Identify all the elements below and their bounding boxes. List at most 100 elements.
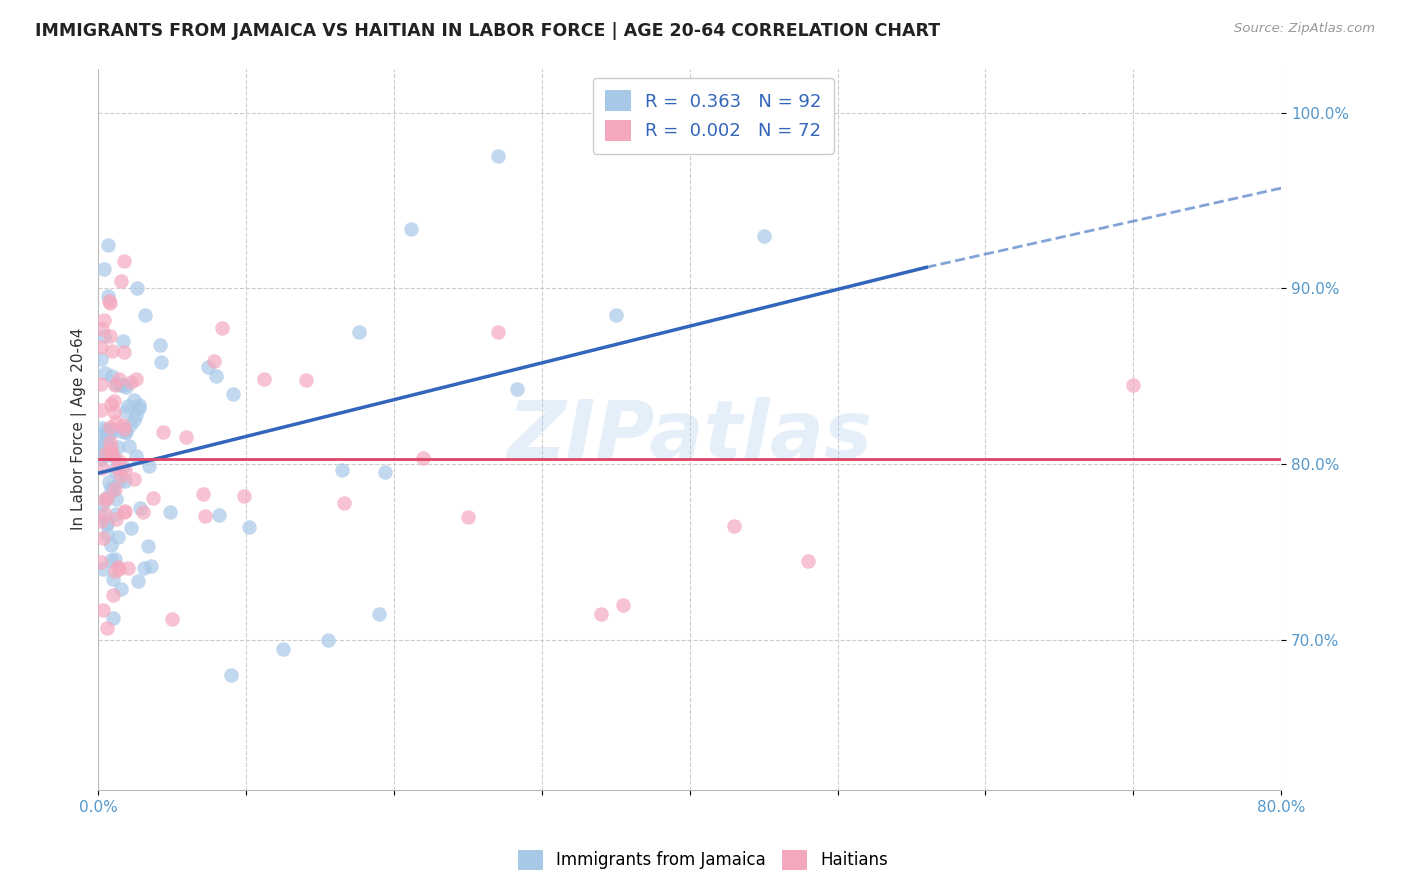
Point: [96, 526, 118, 541]
Point: [112, 378, 135, 392]
Point: [108, 562, 131, 576]
Point: [103, 394, 125, 409]
Point: [110, 582, 132, 597]
Point: [97, 293, 120, 308]
Point: [112, 505, 135, 519]
Point: [105, 461, 128, 475]
Point: [93, 441, 115, 455]
Point: [139, 558, 162, 573]
Point: [110, 274, 132, 288]
Point: [252, 372, 274, 386]
Point: [295, 374, 318, 388]
Point: [100, 447, 122, 461]
Point: [90, 441, 112, 455]
Point: [205, 369, 228, 384]
Point: [93, 366, 115, 380]
Point: [120, 521, 142, 535]
Point: [96, 433, 118, 447]
Point: [93, 329, 115, 343]
Point: [174, 430, 197, 444]
Point: [127, 574, 149, 588]
Point: [97, 238, 120, 252]
Point: [112, 253, 135, 268]
Point: [114, 504, 136, 518]
Point: [104, 378, 127, 392]
Point: [90, 555, 112, 569]
Point: [104, 512, 127, 526]
Point: [112, 334, 135, 348]
Point: [93, 312, 115, 326]
Point: [108, 424, 131, 438]
Point: [91, 322, 114, 336]
Point: [93, 493, 115, 508]
Point: [100, 422, 122, 436]
Point: [91, 498, 114, 512]
Point: [114, 463, 136, 477]
Point: [125, 408, 148, 422]
Point: [124, 413, 146, 427]
Point: [129, 501, 152, 516]
Point: [589, 607, 612, 621]
Point: [506, 383, 529, 397]
Point: [107, 454, 129, 468]
Point: [100, 425, 122, 440]
Point: [233, 489, 256, 503]
Point: [125, 449, 148, 463]
Point: [100, 553, 122, 567]
Point: [115, 380, 138, 394]
Point: [93, 531, 115, 545]
Point: [103, 450, 125, 464]
Point: [101, 588, 124, 602]
Point: [332, 496, 354, 510]
Point: [93, 434, 115, 448]
Point: [122, 472, 145, 486]
Point: [107, 560, 129, 574]
Point: [194, 508, 217, 523]
Point: [96, 491, 118, 506]
Point: [222, 386, 245, 401]
Point: [90, 427, 112, 442]
Point: [93, 262, 115, 277]
Point: [159, 505, 181, 519]
Point: [103, 483, 125, 497]
Point: [612, 598, 634, 612]
Point: [221, 668, 243, 682]
Point: [486, 149, 509, 163]
Point: [316, 633, 339, 648]
Point: [105, 377, 128, 392]
Point: [128, 401, 150, 416]
Point: [107, 531, 129, 545]
Point: [112, 421, 135, 435]
Point: [104, 508, 127, 522]
Point: [211, 321, 233, 335]
Point: [125, 372, 148, 386]
Point: [104, 551, 127, 566]
Point: [134, 308, 156, 322]
Point: [112, 417, 135, 432]
Point: [114, 474, 136, 488]
Text: Source: ZipAtlas.com: Source: ZipAtlas.com: [1234, 22, 1375, 36]
Point: [91, 421, 114, 435]
Point: [91, 461, 114, 475]
Point: [100, 538, 122, 552]
Point: [96, 426, 118, 441]
Point: [91, 562, 114, 576]
Point: [96, 621, 118, 635]
Point: [120, 376, 142, 390]
Point: [271, 642, 294, 657]
Text: IMMIGRANTS FROM JAMAICA VS HAITIAN IN LABOR FORCE | AGE 20-64 CORRELATION CHART: IMMIGRANTS FROM JAMAICA VS HAITIAN IN LA…: [35, 22, 941, 40]
Point: [96, 491, 118, 506]
Point: [136, 540, 159, 554]
Point: [152, 425, 174, 440]
Point: [104, 564, 127, 578]
Point: [127, 281, 149, 295]
Point: [100, 481, 122, 495]
Point: [457, 510, 479, 524]
Point: [208, 508, 231, 522]
Point: [111, 458, 134, 473]
Point: [93, 507, 115, 521]
Point: [114, 425, 136, 439]
Point: [150, 355, 173, 369]
Point: [96, 516, 118, 531]
Point: [107, 372, 129, 386]
